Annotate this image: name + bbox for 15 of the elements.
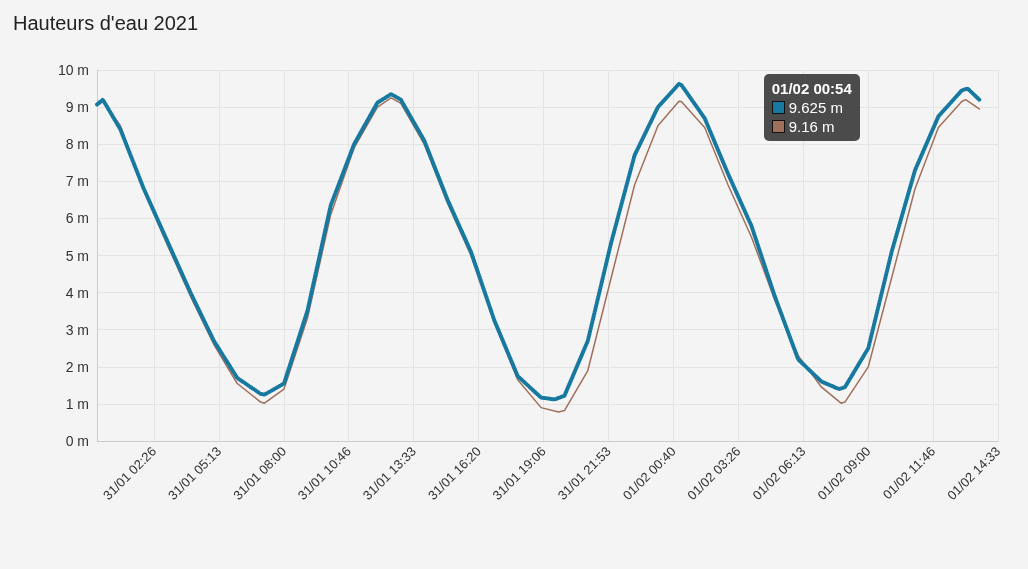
y-tick-label: 8 m (65, 136, 89, 153)
y-tick-label: 3 m (65, 321, 89, 338)
y-tick-label: 0 m (65, 433, 89, 449)
y-tick-label: 7 m (65, 173, 89, 190)
annotation: 9.625 m (788, 99, 843, 116)
annotation: 01/02 00:54 (771, 79, 852, 98)
y-tick-label: 1 m (65, 395, 89, 412)
annotation: 9.16 m (788, 118, 835, 135)
y-tick-label: 9 m (65, 99, 89, 116)
y-tick-label: 10 m (57, 62, 89, 78)
y-tick-label: 4 m (65, 284, 89, 301)
y-tick-label: 6 m (65, 210, 89, 227)
y-tick-label: 2 m (65, 358, 89, 375)
y-tick-label: 5 m (65, 247, 89, 264)
chart-title: Hauteurs d'eau 2021 (13, 12, 199, 34)
